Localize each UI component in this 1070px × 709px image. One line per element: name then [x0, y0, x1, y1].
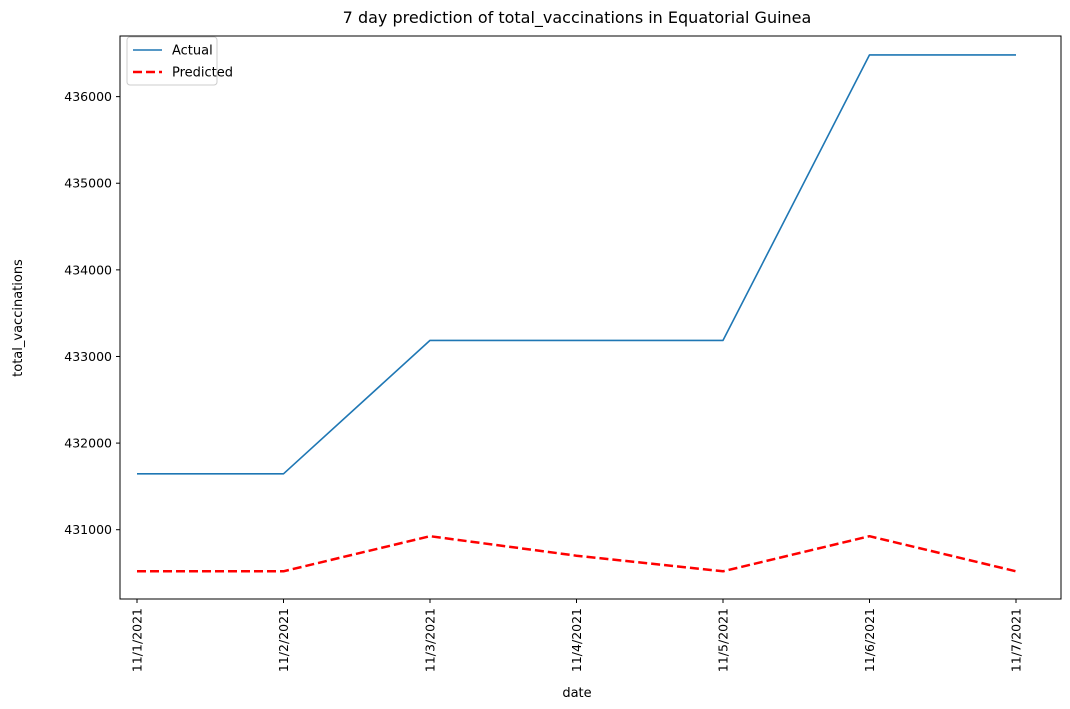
series-line-actual	[137, 54, 1016, 475]
series-group	[137, 54, 1017, 573]
series-line-predicted	[137, 534, 1017, 573]
legend-label: Actual	[172, 44, 213, 59]
y-axis: 431000 432000 433000 434000 435000 436000	[64, 89, 120, 537]
x-axis: 11/1/2021 11/2/2021 11/3/2021 11/4/2021 11/5…	[130, 599, 1024, 672]
x-tick-label: 11/5/2021	[716, 608, 731, 672]
y-tick-label: 434000	[64, 262, 112, 277]
y-tick-label: 431000	[64, 522, 112, 537]
y-tick-label: 435000	[64, 176, 112, 191]
x-tick-label: 11/6/2021	[862, 608, 877, 672]
x-tick-label: 11/2/2021	[276, 608, 291, 672]
x-tick-label: 11/3/2021	[423, 608, 438, 672]
y-axis-label: total_vaccinations	[11, 259, 26, 377]
plot-area	[119, 35, 1062, 600]
y-tick-label: 436000	[64, 89, 112, 104]
x-tick-label: 11/4/2021	[569, 608, 584, 672]
y-tick-label: 432000	[64, 436, 112, 451]
chart-title: 7 day prediction of total_vaccinations i…	[343, 8, 812, 28]
legend-label: Predicted	[172, 66, 233, 81]
legend: Actual Predicted	[126, 36, 233, 86]
x-axis-label: date	[562, 686, 591, 701]
y-tick-label: 433000	[64, 349, 112, 364]
x-tick-label: 11/7/2021	[1009, 608, 1024, 672]
x-tick-label: 11/1/2021	[130, 608, 145, 672]
